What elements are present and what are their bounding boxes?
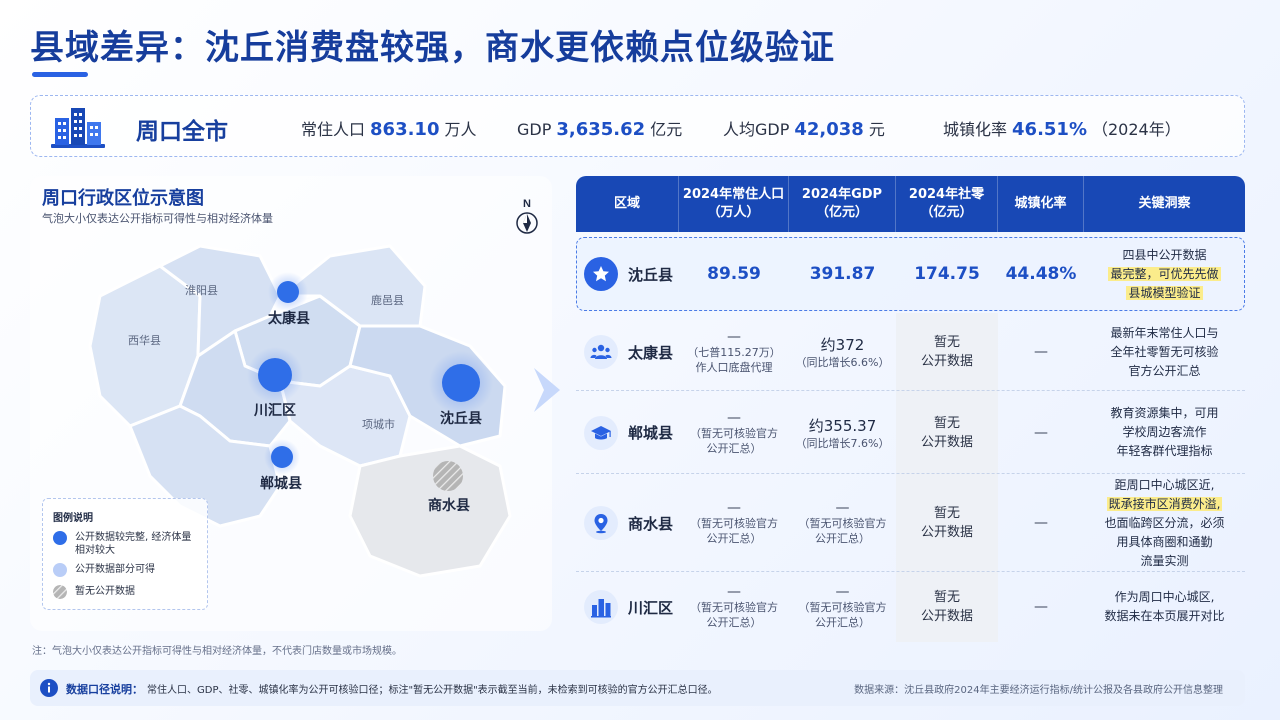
map-label-dancheng: 郸城县 — [260, 476, 302, 492]
insight-cell: 教育资源集中，可用 学校周边客流作 年轻客群代理指标 — [1110, 406, 1219, 458]
map-region-dancheng — [128, 404, 282, 528]
header-population: 2024年常住人口 （万人） — [679, 176, 789, 232]
region-cell: 商水县 — [576, 474, 679, 572]
people-icon — [584, 335, 618, 369]
data-caliber-footer: 数据口径说明： 常住人口、GDP、社零、城镇化率为公开可核验口径；标注"暂无公开… — [30, 670, 1245, 706]
city-summary-bar: 周口全市 常住人口 863.10 万人 GDP 3,635.62 亿元 人均GDP 42,… — [30, 95, 1245, 157]
map-legend: 图例说明 公开数据较完整, 经济体量相对较大 公开数据部分可得 暂无公开数据 — [42, 498, 208, 610]
map-label-xihua: 西华县 — [128, 334, 161, 347]
map-label-huaiyang: 淮阳县 — [185, 284, 218, 297]
region-cell: 太康县 — [576, 313, 679, 391]
city-name: 周口全市 — [136, 119, 228, 145]
retail-cell: 174.75 — [914, 264, 980, 284]
population-cell: — （七普115.27万） 作人口底盘代理 — [687, 329, 781, 374]
region-cell: 沈丘县 — [576, 237, 679, 311]
header-insight: 关键洞察 — [1138, 196, 1191, 211]
insight-cell: 作为周口中心城区, 数据未在本页展开对比 — [1104, 590, 1225, 623]
legend-dot-icon — [53, 563, 67, 577]
page-title: 县域差异：沈丘消费盘较强，商水更依赖点位级验证 — [30, 28, 835, 68]
metric-gdp-per-capita: 人均GDP 42,038 元 — [723, 119, 885, 140]
svg-text:N: N — [523, 198, 531, 210]
map-label-luyi: 鹿邑县 — [371, 294, 404, 307]
buildings-icon — [584, 590, 618, 624]
retail-cell: 暂无 公开数据 — [896, 572, 998, 642]
map-label-taikang: 太康县 — [268, 311, 310, 327]
retail-cell: 暂无 公开数据 — [896, 391, 998, 474]
map-subtitle: 气泡大小仅表达公开指标可得性与相对经济体量 — [42, 212, 273, 225]
bubble-dancheng — [271, 446, 293, 468]
bubble-taikang — [277, 281, 299, 303]
map-title: 周口行政区位示意图 — [42, 188, 204, 209]
legend-item-partial: 公开数据部分可得 — [53, 563, 200, 577]
gdp-cell: 391.87 — [809, 264, 876, 284]
legend-item-complete: 公开数据较完整, 经济体量相对较大 — [53, 531, 200, 557]
map-note: 注：气泡大小仅表达公开指标可得性与相对经济体量，不代表门店数量或市场规模。 — [32, 646, 402, 657]
map-label-xiangcheng: 项城市 — [362, 418, 395, 431]
arrow-right-icon — [534, 368, 560, 412]
star-icon — [584, 257, 618, 291]
title-underline — [32, 72, 88, 77]
graduation-cap-icon — [584, 415, 618, 450]
table-header: 区域 2024年常住人口 （万人） 2024年GDP （亿元） 2024年社零 （亿元… — [576, 176, 1245, 232]
map-region-luyi — [278, 244, 427, 328]
footer-source: 数据来源：沈丘县政府2024年主要经济运行指标/统计公报及各县政府公开信息整理 — [854, 685, 1223, 696]
retail-cell: 暂无 公开数据 — [896, 313, 998, 391]
header-gdp: 2024年GDP （亿元） — [789, 176, 896, 232]
table-row: 商水县 — （暂无可核验官方 公开汇总） — （暂无可核验官方 公开汇总） 暂无… — [576, 474, 1245, 572]
city-buildings-icon — [51, 108, 105, 148]
location-pin-icon — [584, 506, 618, 540]
bubble-shangshui — [433, 461, 463, 491]
map-label-chuanhui: 川汇区 — [254, 403, 296, 419]
urbanization-cell: — — [1034, 515, 1048, 531]
metric-gdp: GDP 3,635.62 亿元 — [517, 119, 683, 140]
region-cell: 川汇区 — [576, 572, 679, 642]
table-row: 太康县 — （七普115.27万） 作人口底盘代理 约372 （同比增长6.6%… — [576, 313, 1245, 391]
footer-label: 数据口径说明： — [66, 683, 143, 696]
insight-cell: 四县中公开数据 最完整，可优先先做 县城模型验证 — [1108, 247, 1221, 300]
legend-hatch-icon — [53, 585, 67, 599]
footer-text: 常住人口、GDP、社零、城镇化率为公开可核验口径；标注"暂无公开数据"表示截至当… — [147, 685, 718, 696]
header-urbanization: 城镇化率 — [998, 176, 1084, 232]
urbanization-cell: — — [1034, 344, 1048, 360]
info-icon — [40, 679, 58, 697]
insight-cell: 距周口中心城区近, 既承接市区消费外溢, 也面临跨区分流，必须 用具体商圈和通勤… — [1104, 477, 1225, 568]
header-retail: 2024年社零 （亿元） — [896, 176, 998, 232]
gdp-cell: — （暂无可核验官方 公开汇总） — [798, 500, 887, 545]
retail-cell: 暂无 公开数据 — [896, 474, 998, 572]
region-map — [88, 244, 512, 578]
legend-item-none: 暂无公开数据 — [53, 585, 200, 599]
metric-population: 常住人口 863.10 万人 — [301, 119, 477, 140]
gdp-cell: 约372 （同比增长6.6%） — [795, 336, 890, 369]
legend-title: 图例说明 — [53, 513, 93, 524]
north-compass-icon: N — [516, 198, 538, 234]
population-cell: 89.59 — [707, 264, 761, 284]
urbanization-cell: — — [1034, 424, 1048, 441]
map-label-shangshui: 商水县 — [428, 498, 470, 514]
urbanization-cell: 44.48% — [1005, 264, 1077, 284]
metric-urbanization: 城镇化率 46.51% （2024年） — [943, 119, 1181, 140]
table-row: 沈丘县 89.59 391.87 174.75 44.48% 四县中公开数据 最… — [576, 237, 1245, 311]
header-region: 区域 — [576, 176, 679, 232]
urbanization-cell: — — [1034, 599, 1048, 615]
map-panel: 周口行政区位示意图 气泡大小仅表达公开指标可得性与相对经济体量 N 淮阳县 西华… — [30, 176, 552, 631]
region-cell: 郸城县 — [576, 391, 679, 474]
population-cell: — （暂无可核验官方 公开汇总） — [690, 584, 778, 629]
population-cell: — （暂无可核验官方 公开汇总） — [690, 409, 778, 455]
population-cell: — （暂无可核验官方 公开汇总） — [690, 500, 778, 545]
map-label-shenqiu: 沈丘县 — [440, 411, 482, 427]
bubble-chuanhui — [258, 358, 292, 392]
table-row: 川汇区 — （暂无可核验官方 公开汇总） — （暂无可核验官方 公开汇总） 暂无… — [576, 572, 1245, 642]
gdp-cell: 约355.37 （同比增长7.6%） — [795, 416, 890, 450]
table-row: 郸城县 — （暂无可核验官方 公开汇总） 约355.37 （同比增长7.6%） … — [576, 391, 1245, 474]
map-region-shangshui — [348, 444, 512, 578]
gdp-cell: — （暂无可核验官方 公开汇总） — [798, 584, 887, 629]
legend-dot-icon — [53, 531, 67, 545]
insight-cell: 最新年末常住人口与 全年社零暂无可核验 官方公开汇总 — [1110, 325, 1219, 378]
bubble-shenqiu — [442, 364, 480, 402]
